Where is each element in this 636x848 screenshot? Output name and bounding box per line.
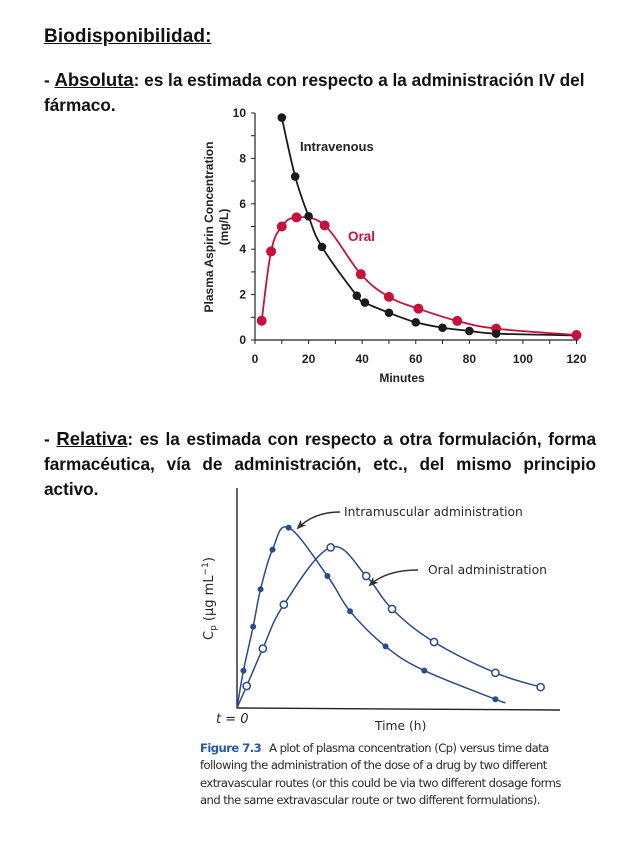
data-point-oral xyxy=(536,682,545,692)
term-colon: : xyxy=(127,429,134,449)
data-point-oral xyxy=(266,246,277,257)
origin-label: t = 0 xyxy=(216,712,249,727)
definition-text: es la estimada con respecto a la adminis… xyxy=(44,70,585,115)
term-relativa: Relativa xyxy=(56,428,128,449)
data-point-oral xyxy=(276,221,287,232)
x-tick-label: 100 xyxy=(513,352,533,366)
data-point-intravenous xyxy=(360,298,370,307)
data-point-intramuscular xyxy=(324,573,331,579)
y-tick-label: 4 xyxy=(239,242,246,256)
data-point-intravenous xyxy=(317,242,327,252)
data-point-intravenous xyxy=(491,329,501,338)
x-tick-label: 60 xyxy=(409,352,423,366)
figure-label: Figure 7.3 xyxy=(200,741,262,755)
series-line-oral xyxy=(236,545,541,709)
y-axis-label-line1: Plasma Aspirin Concentration xyxy=(202,142,216,313)
oral-annotation-label: Oral administration xyxy=(428,563,547,577)
section-heading: Biodisponibilidad: xyxy=(44,26,212,47)
data-point-oral xyxy=(571,330,582,341)
series-line-intramuscular xyxy=(236,526,506,709)
data-point-intramuscular xyxy=(347,608,354,615)
data-point-intramuscular xyxy=(285,524,292,531)
series-line-oral xyxy=(260,216,577,336)
y-tick-label: 6 xyxy=(239,197,246,211)
cp-vs-time-chart: Intramuscular administration Oral admini… xyxy=(201,488,561,733)
data-point-intramuscular xyxy=(250,623,257,630)
data-point-oral xyxy=(242,681,252,691)
y-axis-label-line2: (mg/L) xyxy=(217,209,231,246)
y-tick-label: 2 xyxy=(239,288,246,302)
data-point-oral xyxy=(355,269,366,280)
data-point-intravenous xyxy=(411,317,421,327)
y-tick-label: 10 xyxy=(233,106,247,120)
data-point-oral xyxy=(319,220,330,231)
absolute-bioavailability-paragraph: - Absoluta: es la estimada con respecto … xyxy=(44,67,604,118)
bullet-dash: - xyxy=(44,70,55,90)
data-point-intravenous xyxy=(465,326,474,336)
data-point-oral xyxy=(387,604,397,614)
data-point-intravenous xyxy=(438,323,447,333)
y-tick-label: 8 xyxy=(239,151,246,165)
data-point-oral xyxy=(279,600,289,609)
data-point-intravenous xyxy=(304,211,313,221)
term-absoluta: Absoluta xyxy=(54,69,134,90)
data-point-oral xyxy=(326,543,336,552)
data-point-intravenous xyxy=(290,172,300,181)
chart2-axes xyxy=(236,488,561,711)
y-axis-label: Cp (μg mL−1) xyxy=(201,557,219,640)
data-point-intramuscular xyxy=(240,667,247,674)
figure-caption: Figure 7.3 A plot of plasma concentration… xyxy=(200,740,568,809)
chart1-points xyxy=(256,113,582,341)
x-axis-label: Minutes xyxy=(379,371,425,385)
y-tick-label: 0 xyxy=(239,333,246,347)
bullet-dash: - xyxy=(44,429,57,449)
intramuscular-annotation-label: Intramuscular administration xyxy=(344,505,523,519)
data-point-oral xyxy=(491,668,500,678)
x-tick-label: 80 xyxy=(463,352,477,366)
definition-text: es la estimada con respecto a otra formu… xyxy=(44,429,596,499)
data-point-oral xyxy=(413,303,424,314)
data-point-oral xyxy=(256,315,267,326)
data-point-intravenous xyxy=(384,308,394,318)
x-axis-line xyxy=(236,707,561,711)
x-tick-label: 0 xyxy=(252,352,259,366)
relative-bioavailability-paragraph: - Relativa: es la estimada con respecto … xyxy=(44,426,596,502)
x-tick-label: 20 xyxy=(302,352,316,366)
data-point-intravenous xyxy=(277,113,287,122)
data-point-intramuscular xyxy=(257,586,264,593)
data-point-oral xyxy=(291,212,302,223)
x-tick-label: 40 xyxy=(355,352,369,366)
data-point-intramuscular xyxy=(269,546,276,553)
data-point-oral xyxy=(452,315,463,326)
x-tick-label: 120 xyxy=(566,352,586,366)
data-point-intramuscular xyxy=(421,667,428,674)
data-point-intramuscular xyxy=(492,696,499,703)
chart2-lines xyxy=(236,526,541,709)
intramuscular-annotation-arrow xyxy=(296,511,341,530)
chart2-points xyxy=(240,524,545,703)
data-point-oral xyxy=(258,644,268,653)
data-point-intravenous xyxy=(352,291,362,301)
data-point-intramuscular xyxy=(382,643,389,650)
data-point-oral xyxy=(429,637,439,647)
caption-text: A plot of plasma concentration (Cp) vers… xyxy=(200,741,561,807)
legend-intravenous-label: Intravenous xyxy=(300,139,374,154)
x-axis-label: Time (h) xyxy=(374,719,426,733)
oral-annotation-arrow xyxy=(368,569,419,587)
data-point-oral xyxy=(383,291,394,302)
data-point-oral xyxy=(361,571,371,581)
term-colon: : xyxy=(133,70,140,90)
legend-oral-label: Oral xyxy=(348,229,375,244)
